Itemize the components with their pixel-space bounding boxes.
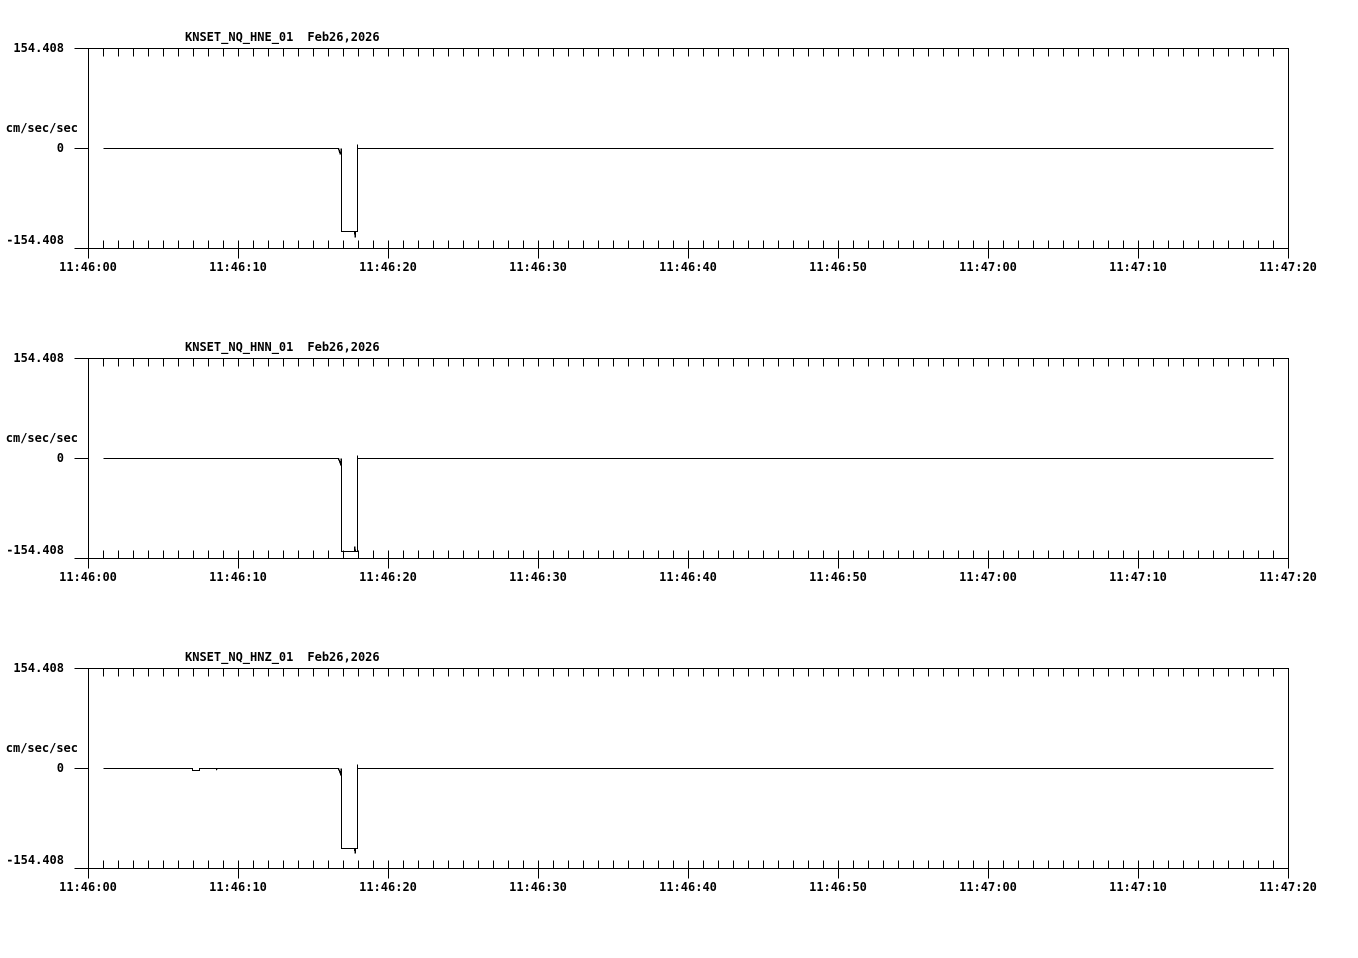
y-axis-ticks bbox=[74, 48, 89, 249]
x-tick-label: 11:46:50 bbox=[809, 260, 867, 274]
y-zero-label: 0 bbox=[56, 761, 64, 775]
waveform-panel-knset_nq_hnn_01: KNSET_NQ_HNN_01 Feb26,2026 154.408 cm/sec/s… bbox=[0, 341, 1358, 648]
x-tick-label: 11:46:10 bbox=[209, 880, 267, 894]
waveform-panel-knset_nq_hne_01: KNSET_NQ_HNE_01 Feb26,2026 154.408 cm/sec/s… bbox=[0, 31, 1358, 338]
y-min-label: -154.408 bbox=[6, 233, 64, 247]
x-tick-label: 11:46:10 bbox=[209, 260, 267, 274]
x-tick-label: 11:46:40 bbox=[659, 880, 717, 894]
panel-title: KNSET_NQ_HNZ_01 Feb26,2026 bbox=[185, 651, 380, 664]
panel-title: KNSET_NQ_HNE_01 Feb26,2026 bbox=[185, 31, 380, 44]
y-unit-label: cm/sec/sec bbox=[5, 431, 78, 445]
x-tick-label: 11:46:20 bbox=[359, 570, 417, 584]
x-tick-label: 11:46:50 bbox=[809, 880, 867, 894]
panel-title-date: Feb26,2026 bbox=[307, 650, 380, 664]
x-tick-label: 11:47:10 bbox=[1109, 880, 1167, 894]
x-tick-label: 11:46:40 bbox=[659, 260, 717, 274]
x-tick-label: 11:46:30 bbox=[509, 880, 567, 894]
x-tick-label: 11:47:10 bbox=[1109, 260, 1167, 274]
x-tick-label: 11:46:50 bbox=[809, 570, 867, 584]
x-tick-label: 11:46:00 bbox=[59, 260, 117, 274]
x-tick-label: 11:46:30 bbox=[509, 260, 567, 274]
seismic-trace bbox=[103, 144, 1274, 238]
x-axis-minor-ticks bbox=[103, 668, 1274, 869]
x-tick-label: 11:46:40 bbox=[659, 570, 717, 584]
seismic-trace bbox=[103, 455, 1274, 553]
x-tick-label: 11:47:10 bbox=[1109, 570, 1167, 584]
y-zero-label: 0 bbox=[56, 141, 64, 155]
panel-title-date: Feb26,2026 bbox=[307, 30, 380, 44]
y-axis-ticks bbox=[74, 358, 89, 559]
x-axis-major-ticks bbox=[88, 550, 1289, 569]
panel-title-date: Feb26,2026 bbox=[307, 340, 380, 354]
y-zero-label: 0 bbox=[56, 451, 64, 465]
seismic-trace bbox=[103, 764, 1274, 854]
x-tick-label: 11:46:20 bbox=[359, 260, 417, 274]
x-tick-label: 11:46:00 bbox=[59, 570, 117, 584]
y-max-label: 154.408 bbox=[13, 351, 64, 365]
waveform-panel-knset_nq_hnz_01: KNSET_NQ_HNZ_01 Feb26,2026 154.408 cm/sec/s… bbox=[0, 651, 1358, 958]
x-tick-label: 11:47:00 bbox=[959, 570, 1017, 584]
waveform-plot-svg bbox=[74, 358, 1289, 569]
panel-title-channel: KNSET_NQ_HNN_01 bbox=[185, 340, 294, 354]
x-tick-label: 11:47:20 bbox=[1259, 570, 1317, 584]
x-tick-label: 11:47:00 bbox=[959, 260, 1017, 274]
x-tick-label: 11:47:20 bbox=[1259, 260, 1317, 274]
x-tick-label: 11:46:20 bbox=[359, 880, 417, 894]
y-axis-ticks bbox=[74, 668, 89, 869]
waveform-plot-svg bbox=[74, 48, 1289, 259]
x-tick-label: 11:47:20 bbox=[1259, 880, 1317, 894]
x-axis-minor-ticks bbox=[103, 48, 1274, 249]
panel-title-channel: KNSET_NQ_HNE_01 bbox=[185, 30, 294, 44]
y-max-label: 154.408 bbox=[13, 661, 64, 675]
y-unit-label: cm/sec/sec bbox=[5, 121, 78, 135]
y-min-label: -154.408 bbox=[6, 853, 64, 867]
y-unit-label: cm/sec/sec bbox=[5, 741, 78, 755]
y-min-label: -154.408 bbox=[6, 543, 64, 557]
x-tick-label: 11:46:10 bbox=[209, 570, 267, 584]
y-max-label: 154.408 bbox=[13, 41, 64, 55]
x-axis-minor-ticks bbox=[103, 358, 1274, 559]
waveform-plot-svg bbox=[74, 668, 1289, 879]
x-tick-label: 11:46:30 bbox=[509, 570, 567, 584]
x-tick-label: 11:46:00 bbox=[59, 880, 117, 894]
x-tick-label: 11:47:00 bbox=[959, 880, 1017, 894]
panel-title-channel: KNSET_NQ_HNZ_01 bbox=[185, 650, 294, 664]
panel-title: KNSET_NQ_HNN_01 Feb26,2026 bbox=[185, 341, 380, 354]
x-axis-major-ticks bbox=[88, 860, 1289, 879]
x-axis-major-ticks bbox=[88, 240, 1289, 259]
